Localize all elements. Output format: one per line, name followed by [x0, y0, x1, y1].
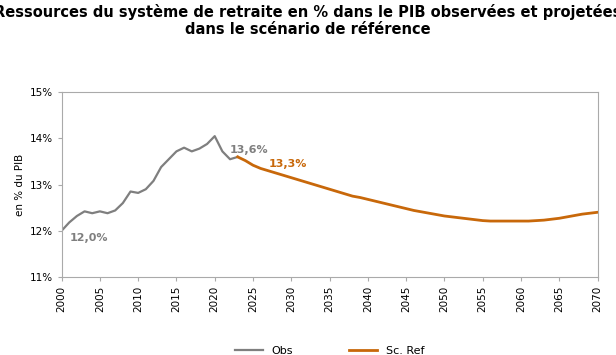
Y-axis label: en % du PIB: en % du PIB — [15, 153, 25, 216]
Sc. Ref — [509, 219, 517, 223]
Sc. Ref — [288, 176, 295, 180]
Obs — [96, 209, 103, 213]
Sc. Ref — [548, 217, 555, 222]
Obs — [158, 165, 165, 169]
Sc. Ref — [533, 218, 540, 223]
Sc. Ref — [349, 194, 356, 198]
Sc. Ref — [586, 211, 594, 215]
Obs — [203, 142, 211, 146]
Obs — [226, 157, 233, 161]
Obs — [219, 149, 226, 153]
Obs — [172, 149, 180, 153]
Obs — [180, 146, 188, 150]
Obs — [119, 201, 126, 205]
Sc. Ref — [272, 171, 280, 175]
Sc. Ref — [464, 217, 471, 221]
Text: 12,0%: 12,0% — [69, 233, 108, 242]
Sc. Ref — [379, 201, 387, 205]
Obs — [188, 149, 195, 153]
Obs — [134, 191, 142, 195]
Sc. Ref — [318, 185, 326, 189]
Obs — [111, 208, 119, 213]
Obs — [127, 190, 134, 194]
Obs — [150, 179, 157, 183]
Obs — [165, 157, 172, 161]
Text: 13,3%: 13,3% — [269, 159, 307, 169]
Sc. Ref — [433, 212, 440, 217]
Sc. Ref — [341, 192, 349, 196]
Line: Sc. Ref: Sc. Ref — [238, 157, 598, 221]
Text: 13,6%: 13,6% — [230, 145, 269, 155]
Sc. Ref — [295, 178, 302, 182]
Sc. Ref — [357, 195, 364, 200]
Obs — [142, 187, 150, 191]
Sc. Ref — [257, 166, 264, 170]
Sc. Ref — [456, 216, 463, 220]
Sc. Ref — [241, 158, 249, 163]
Obs — [89, 211, 96, 215]
Sc. Ref — [525, 219, 532, 223]
Sc. Ref — [280, 173, 287, 178]
Obs — [81, 209, 88, 213]
Sc. Ref — [310, 182, 318, 187]
Sc. Ref — [418, 210, 425, 214]
Sc. Ref — [333, 190, 341, 194]
Sc. Ref — [364, 197, 371, 202]
Obs — [104, 211, 111, 215]
Sc. Ref — [502, 219, 509, 223]
Sc. Ref — [372, 199, 379, 203]
Sc. Ref — [249, 163, 257, 167]
Sc. Ref — [402, 207, 410, 211]
Obs — [196, 147, 203, 151]
Sc. Ref — [440, 214, 448, 218]
Sc. Ref — [494, 219, 501, 223]
Sc. Ref — [471, 218, 479, 222]
Text: Ressources du système de retraite en % dans le PIB observées et projetées
dans l: Ressources du système de retraite en % d… — [0, 4, 616, 37]
Sc. Ref — [540, 218, 548, 222]
Sc. Ref — [387, 203, 394, 207]
Obs — [73, 214, 81, 218]
Sc. Ref — [571, 213, 578, 218]
Obs — [65, 220, 73, 225]
Sc. Ref — [265, 169, 272, 173]
Sc. Ref — [556, 216, 563, 220]
Sc. Ref — [303, 180, 310, 184]
Sc. Ref — [479, 218, 487, 223]
Sc. Ref — [448, 215, 456, 219]
Sc. Ref — [395, 204, 402, 209]
Obs — [211, 134, 219, 138]
Sc. Ref — [326, 187, 333, 191]
Sc. Ref — [487, 219, 494, 223]
Obs — [58, 229, 65, 233]
Line: Obs: Obs — [62, 136, 238, 231]
Sc. Ref — [563, 215, 570, 219]
Obs — [234, 155, 241, 159]
Legend: Obs, Sc. Ref: Obs, Sc. Ref — [230, 341, 429, 355]
Sc. Ref — [578, 212, 586, 216]
Sc. Ref — [234, 155, 241, 159]
Sc. Ref — [594, 210, 601, 214]
Text: 12,4%: 12,4% — [0, 354, 1, 355]
Sc. Ref — [426, 211, 433, 215]
Sc. Ref — [410, 208, 418, 213]
Sc. Ref — [517, 219, 525, 223]
